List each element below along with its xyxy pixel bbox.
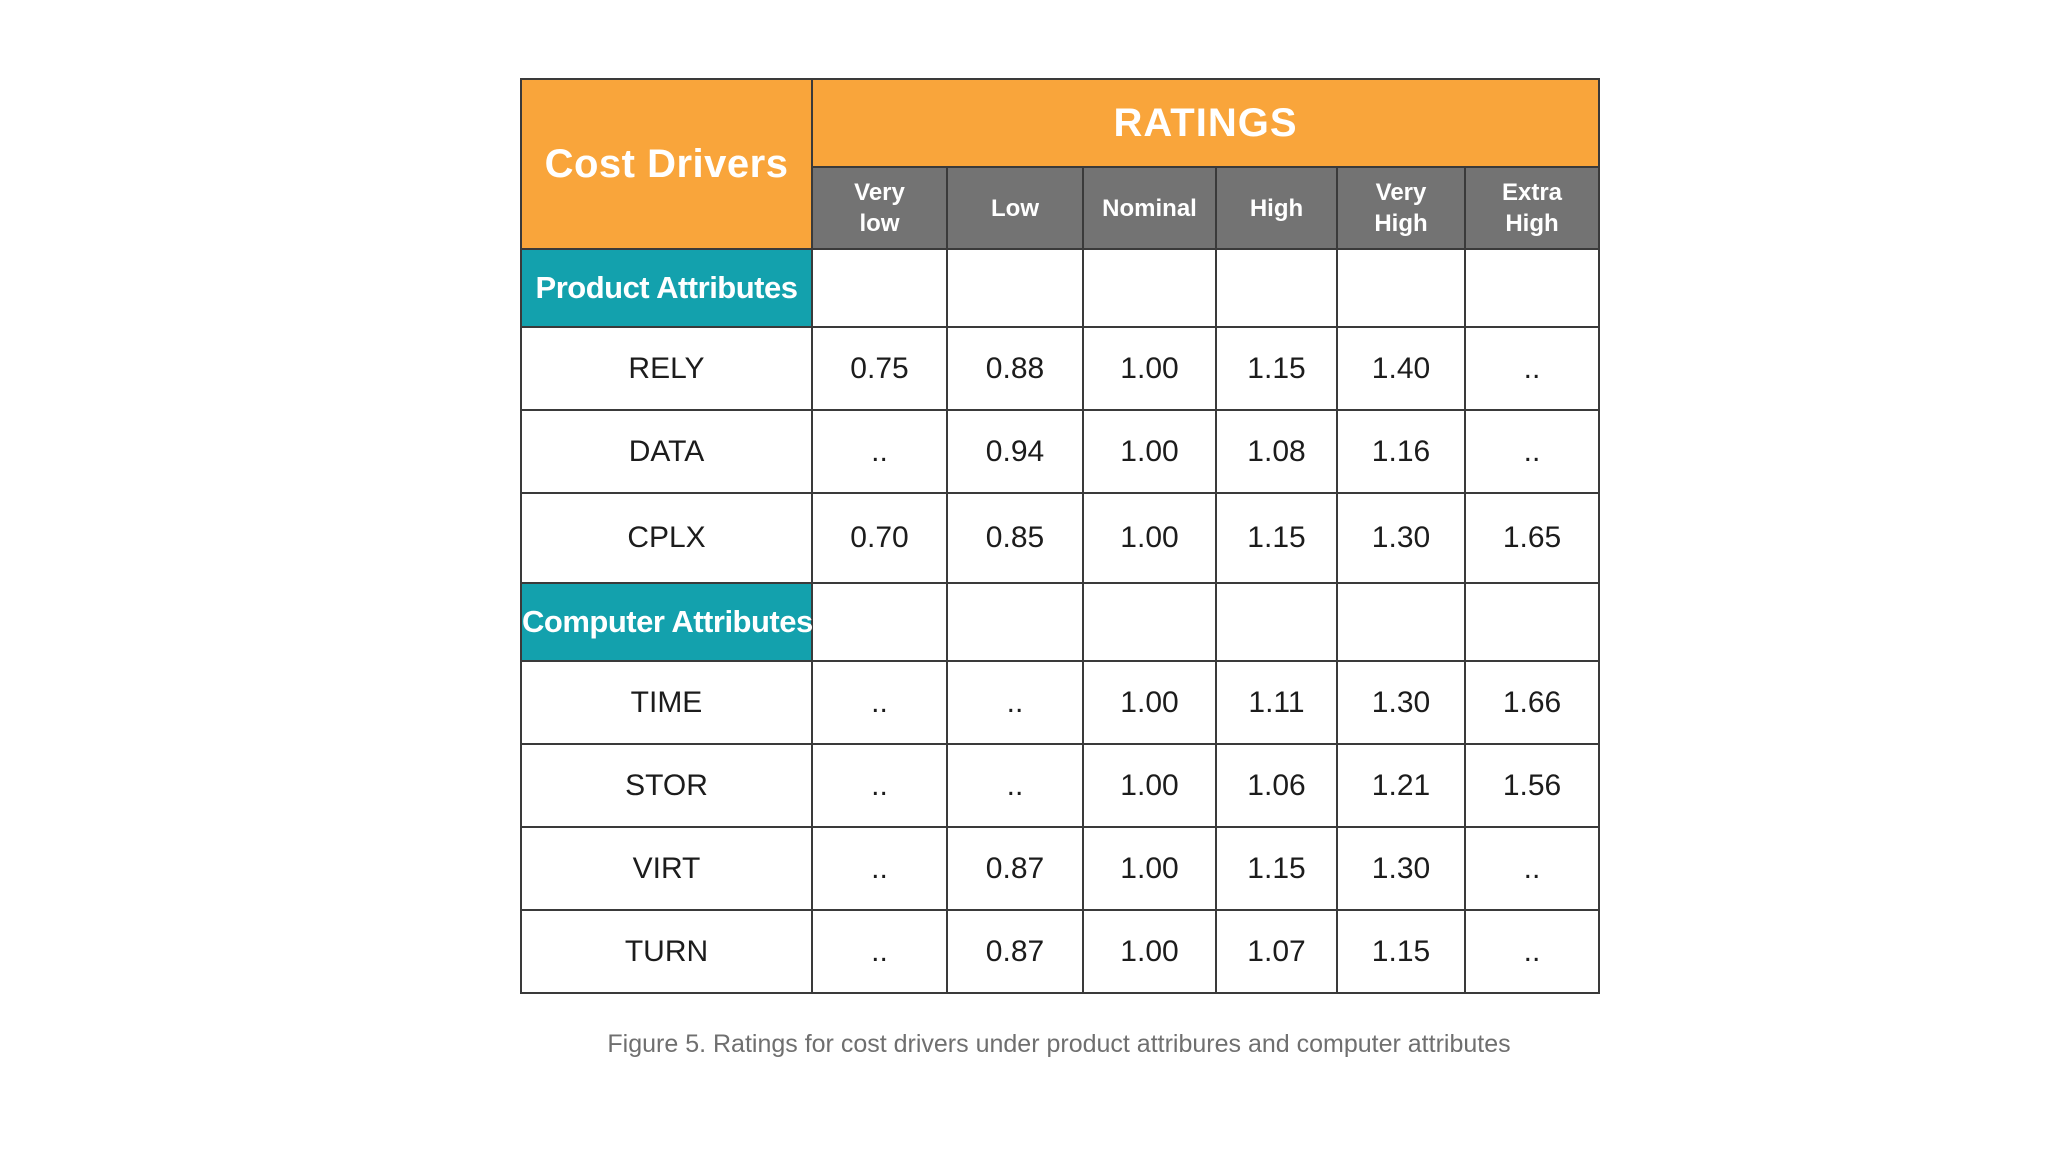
ratings-figure: Cost Drivers RATINGS Very low Low Nominal…: [520, 78, 1601, 994]
value-nominal: 1.00: [1082, 826, 1217, 911]
cost-drivers-header: Cost Drivers: [520, 78, 813, 250]
value-low: ..: [946, 743, 1084, 828]
empty-cell: [1082, 248, 1217, 328]
value-nominal: 1.00: [1082, 409, 1217, 494]
value-very-low: 0.70: [811, 492, 948, 584]
empty-cell: [811, 248, 948, 328]
level-nominal: Nominal: [1082, 166, 1217, 250]
value-low: 0.85: [946, 492, 1084, 584]
value-low: ..: [946, 660, 1084, 745]
value-extra-high: ..: [1463, 909, 1601, 994]
rating-levels-row: Very low Low Nominal High Very High Extra H…: [521, 166, 1601, 250]
value-very-low: 0.75: [811, 326, 948, 411]
driver-name: STOR: [520, 743, 813, 828]
level-very-low: Very low: [811, 166, 948, 250]
driver-name: RELY: [520, 326, 813, 411]
value-high: 1.15: [1215, 492, 1338, 584]
value-low: 0.94: [946, 409, 1084, 494]
empty-cell: [1463, 248, 1601, 328]
value-nominal: 1.00: [1082, 909, 1217, 994]
table-row: TIME.... 1.00 1.11 1.30 1.66: [520, 660, 1601, 745]
driver-name: TIME: [520, 660, 813, 745]
value-high: 1.15: [1215, 326, 1338, 411]
driver-name: CPLX: [520, 492, 813, 584]
table-row: STOR.... 1.00 1.06 1.21 1.56: [520, 743, 1601, 828]
empty-cell: [946, 248, 1084, 328]
section-header: Computer Attributes: [520, 582, 813, 662]
value-extra-high: ..: [1463, 409, 1601, 494]
section-header: Product Attributes: [520, 248, 813, 328]
driver-name: DATA: [520, 409, 813, 494]
value-high: 1.11: [1215, 660, 1338, 745]
value-nominal: 1.00: [1082, 492, 1217, 584]
value-low: 0.87: [946, 826, 1084, 911]
table-row: RELY 0.75 0.88 1.00 1.15 1.40..: [520, 326, 1601, 411]
figure-caption: Figure 5. Ratings for cost drivers under…: [607, 1030, 1511, 1058]
value-very-low: ..: [811, 743, 948, 828]
driver-name: TURN: [520, 909, 813, 994]
value-low: 0.87: [946, 909, 1084, 994]
value-very-low: ..: [811, 826, 948, 911]
value-very-low: ..: [811, 409, 948, 494]
value-nominal: 1.00: [1082, 326, 1217, 411]
value-high: 1.06: [1215, 743, 1338, 828]
table-row: VIRT.. 0.87 1.00 1.15 1.30..: [520, 826, 1601, 911]
value-very-high: 1.15: [1336, 909, 1466, 994]
header-row-top: Cost Drivers RATINGS: [520, 78, 1601, 250]
value-very-high: 1.30: [1336, 826, 1466, 911]
value-very-high: 1.30: [1336, 660, 1466, 745]
value-very-high: 1.40: [1336, 326, 1466, 411]
level-low: Low: [946, 166, 1084, 250]
empty-cell: [1215, 248, 1338, 328]
empty-cell: [946, 582, 1084, 662]
value-very-low: ..: [811, 909, 948, 994]
cost-drivers-table: Cost Drivers RATINGS Very low Low Nominal…: [520, 78, 1601, 994]
value-very-high: 1.30: [1336, 492, 1466, 584]
table-row: DATA.. 0.94 1.00 1.08 1.16..: [520, 409, 1601, 494]
empty-cell: [1336, 582, 1466, 662]
value-low: 0.88: [946, 326, 1084, 411]
value-nominal: 1.00: [1082, 660, 1217, 745]
section-row: Product Attributes: [520, 248, 1601, 328]
level-extra-high: Extra High: [1463, 166, 1601, 250]
empty-cell: [811, 582, 948, 662]
value-high: 1.08: [1215, 409, 1338, 494]
value-nominal: 1.00: [1082, 743, 1217, 828]
empty-cell: [1336, 248, 1466, 328]
value-extra-high: 1.65: [1463, 492, 1601, 584]
value-high: 1.07: [1215, 909, 1338, 994]
empty-cell: [1463, 582, 1601, 662]
section-row: Computer Attributes: [520, 582, 1601, 662]
empty-cell: [1082, 582, 1217, 662]
value-extra-high: 1.56: [1463, 743, 1601, 828]
table-body: Product Attributes RELY 0.75 0.88 1.00 1.15 1.…: [520, 248, 1601, 994]
value-extra-high: ..: [1463, 326, 1601, 411]
ratings-header: RATINGS: [810, 78, 1601, 168]
value-very-low: ..: [811, 660, 948, 745]
level-very-high: Very High: [1336, 166, 1466, 250]
level-high: High: [1215, 166, 1338, 250]
value-extra-high: 1.66: [1463, 660, 1601, 745]
value-extra-high: ..: [1463, 826, 1601, 911]
table-row: TURN.. 0.87 1.00 1.07 1.15..: [520, 909, 1601, 994]
value-very-high: 1.21: [1336, 743, 1466, 828]
driver-name: VIRT: [520, 826, 813, 911]
value-high: 1.15: [1215, 826, 1338, 911]
value-very-high: 1.16: [1336, 409, 1466, 494]
table-row: CPLX 0.70 0.85 1.00 1.15 1.30 1.65: [520, 492, 1601, 584]
empty-cell: [1215, 582, 1338, 662]
